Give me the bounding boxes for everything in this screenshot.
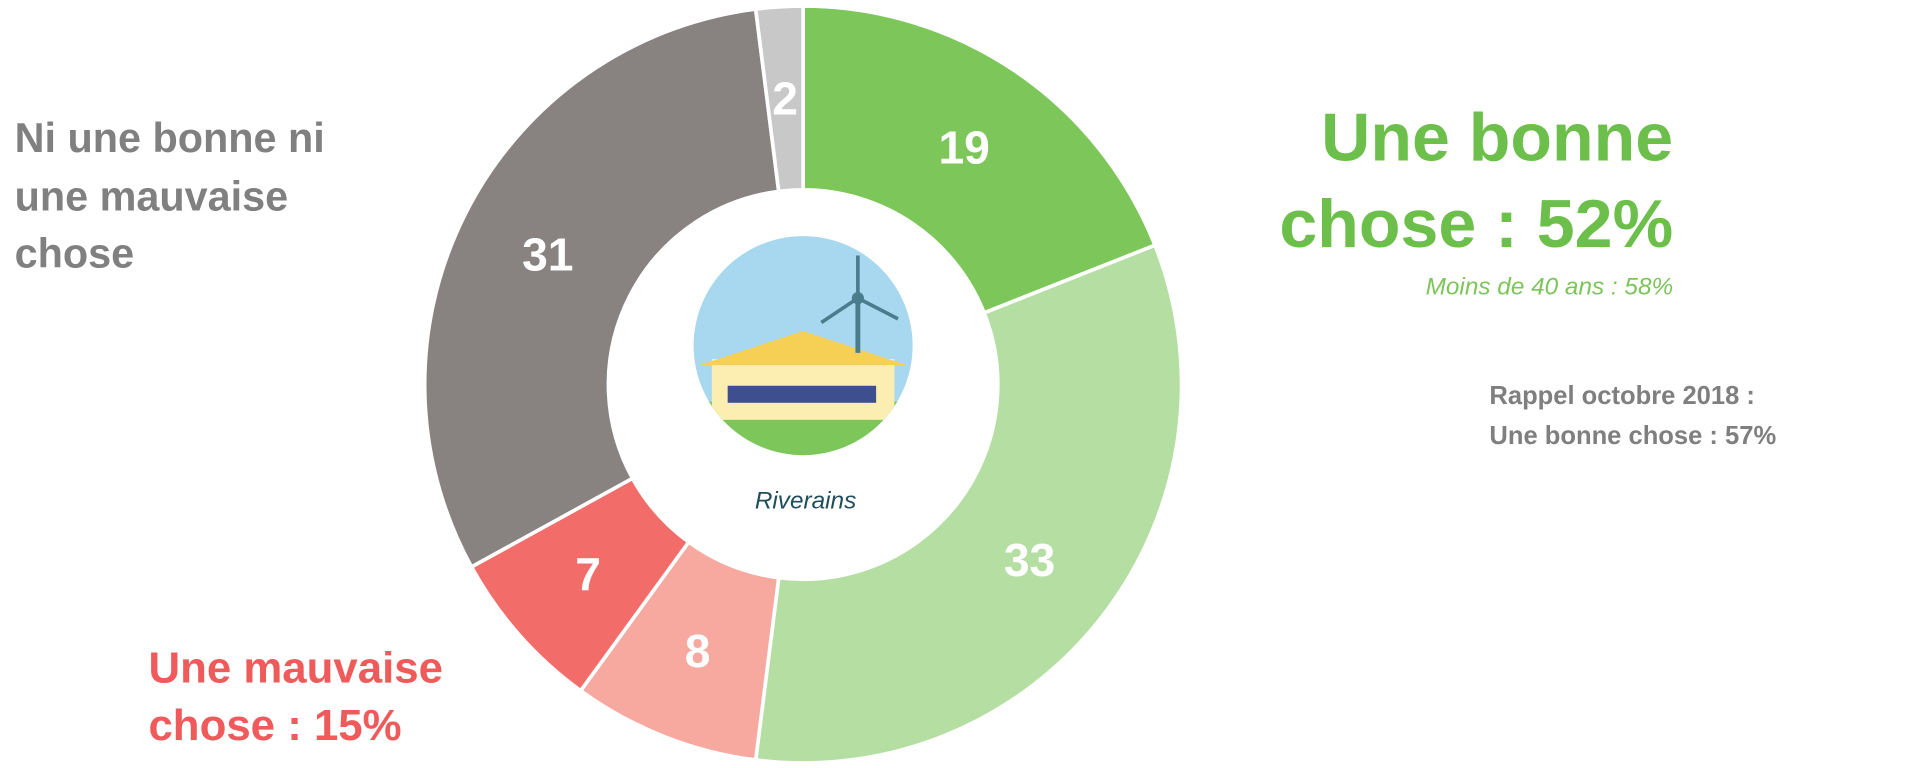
annotation: chose : 15% <box>148 701 401 750</box>
annotation: Une mauvaise <box>148 644 443 693</box>
value-label: 31 <box>522 228 573 280</box>
center-icon <box>693 236 913 456</box>
annotation: Rappel octobre 2018 : <box>1489 382 1755 410</box>
slice <box>753 4 805 194</box>
annotation: chose : 52% <box>1279 186 1673 262</box>
value-label: 8 <box>685 625 711 677</box>
center-label: Riverains <box>755 488 856 515</box>
value-label: 7 <box>575 548 601 600</box>
slice <box>753 242 1184 765</box>
annotation: Moins de 40 ans : 58% <box>1426 273 1674 300</box>
annotation: Ni une bonne ni <box>15 115 325 161</box>
value-label: 19 <box>938 121 989 173</box>
slice <box>422 7 781 570</box>
value-label: 33 <box>1004 534 1055 586</box>
annotations: Ni une bonne ni une mauvaise chose Une b… <box>15 100 1777 750</box>
donut: 19 33 8 7 31 2 <box>422 4 1184 765</box>
slice <box>801 4 1158 316</box>
annotation: chose <box>15 231 135 277</box>
value-label: 2 <box>772 72 798 124</box>
annotation: Une bonne <box>1321 100 1673 176</box>
annotation: Une bonne chose : 57% <box>1489 422 1776 450</box>
annotation: une mauvaise <box>15 174 289 220</box>
